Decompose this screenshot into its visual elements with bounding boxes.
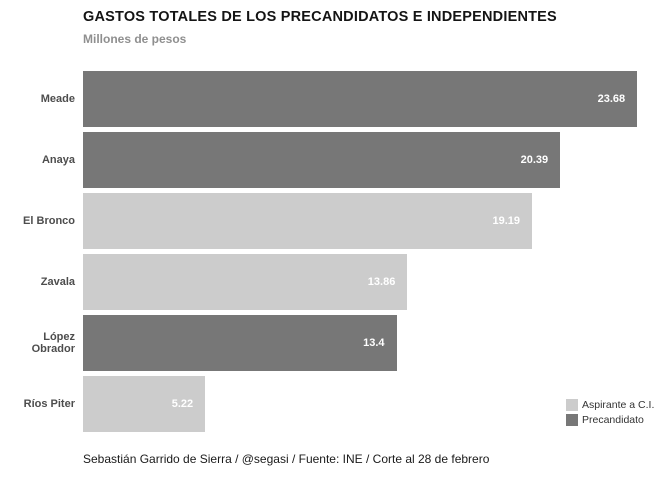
chart-title: GASTOS TOTALES DE LOS PRECANDIDATOS E IN… bbox=[83, 9, 557, 25]
bar-row: El Bronco 19.19 bbox=[0, 193, 665, 249]
bar: 5.22 bbox=[83, 376, 206, 432]
bar-row: Zavala 13.86 bbox=[0, 254, 665, 310]
legend-item-precandidato: Precandidato bbox=[566, 413, 654, 427]
bar: 20.39 bbox=[83, 132, 561, 188]
chart-subtitle: Millones de pesos bbox=[83, 32, 187, 46]
bar-value-label: 5.22 bbox=[171, 398, 194, 410]
bar-row: Meade 23.68 bbox=[0, 71, 665, 127]
bar-row: Ríos Piter 5.22 bbox=[0, 376, 665, 432]
category-label: El Bronco bbox=[23, 214, 75, 227]
category-label: Zavala bbox=[40, 275, 75, 288]
legend-swatch-aspirante bbox=[566, 399, 578, 411]
legend-label-precandidato: Precandidato bbox=[582, 414, 644, 426]
bar: 23.68 bbox=[83, 71, 638, 127]
bar: 19.19 bbox=[83, 193, 533, 249]
bar-row: Anaya 20.39 bbox=[0, 132, 665, 188]
category-label: Anaya bbox=[41, 153, 75, 166]
legend-swatch-precandidato bbox=[566, 414, 578, 426]
category-label: Meade bbox=[40, 92, 75, 105]
bar-chart: Meade 23.68 Anaya 20.39 El Bronco 19.19 Zavala… bbox=[0, 71, 665, 437]
legend-item-aspirante: Aspirante a C.I. bbox=[566, 398, 654, 412]
bar-value-label: 13.4 bbox=[363, 337, 385, 349]
bar: 13.86 bbox=[83, 254, 408, 310]
category-label: López Obrador bbox=[31, 330, 75, 355]
chart-legend: Aspirante a C.I. Precandidato bbox=[566, 398, 654, 428]
bar-value-label: 19.19 bbox=[492, 215, 521, 227]
bar-value-label: 20.39 bbox=[520, 154, 549, 166]
bar: 13.4 bbox=[83, 315, 397, 371]
category-label: Ríos Piter bbox=[23, 397, 75, 410]
bar-value-label: 13.86 bbox=[367, 276, 396, 288]
bar-value-label: 23.68 bbox=[597, 93, 626, 105]
source-credit: Sebastián Garrido de Sierra / @segasi / … bbox=[83, 452, 490, 466]
bar-row: López Obrador 13.4 bbox=[0, 315, 665, 371]
legend-label-aspirante: Aspirante a C.I. bbox=[582, 399, 655, 411]
